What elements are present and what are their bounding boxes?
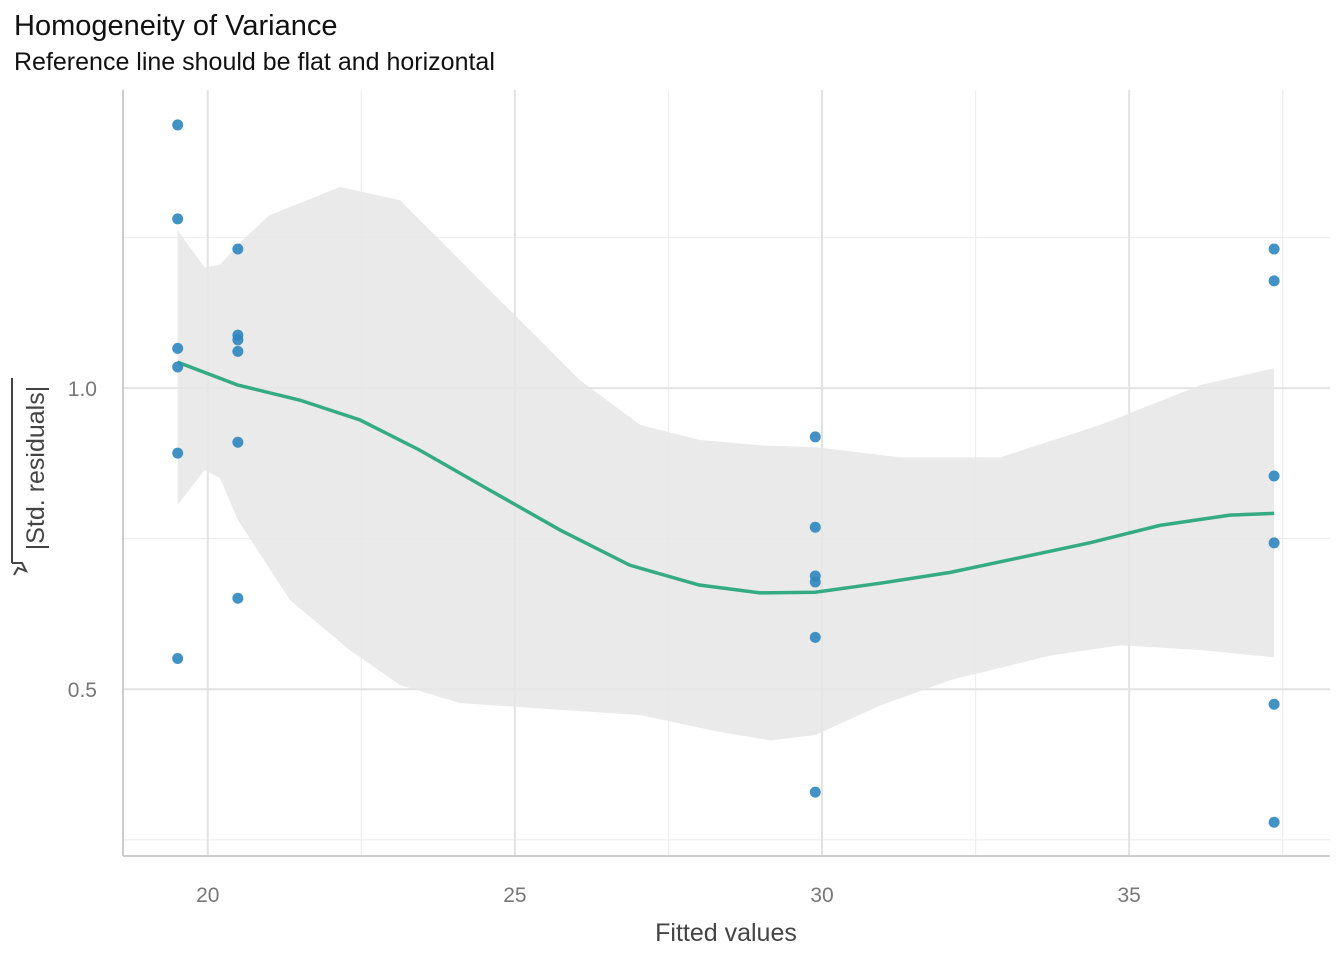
data-point [172, 119, 184, 131]
data-point [809, 631, 821, 643]
data-point [232, 334, 244, 346]
data-point [172, 361, 184, 373]
chart-title: Homogeneity of Variance [14, 10, 338, 42]
data-point [1268, 275, 1280, 287]
data-point [1268, 816, 1280, 828]
y-axis-label: |Std. residuals| [22, 386, 50, 550]
smooth-line [177, 360, 1275, 595]
x-tick-label: 25 [503, 884, 526, 907]
data-point [1268, 243, 1280, 255]
chart-subtitle: Reference line should be flat and horizo… [14, 48, 495, 76]
data-point [1268, 698, 1280, 710]
y-axis-label-group: |Std. residuals| [11, 378, 50, 576]
y-tick-label: 1.0 [68, 378, 97, 401]
data-point [1268, 537, 1280, 549]
data-point [809, 576, 821, 588]
data-point [1268, 470, 1280, 482]
data-point [232, 592, 244, 604]
y-tick-label: 0.5 [68, 679, 97, 702]
data-point [232, 243, 244, 255]
data-point [809, 431, 821, 443]
data-point [172, 652, 184, 664]
x-tick-label: 20 [196, 884, 219, 907]
data-point [172, 447, 184, 459]
data-point [232, 345, 244, 357]
data-point [809, 786, 821, 798]
x-tick-label: 30 [810, 884, 833, 907]
data-point [809, 521, 821, 533]
data-point [232, 436, 244, 448]
data-point [172, 342, 184, 354]
data-point [172, 213, 184, 225]
x-axis-label: Fitted values [655, 919, 797, 947]
sqrt-symbol-icon [12, 562, 29, 576]
confidence-band [177, 186, 1275, 741]
x-tick-label: 35 [1117, 884, 1140, 907]
